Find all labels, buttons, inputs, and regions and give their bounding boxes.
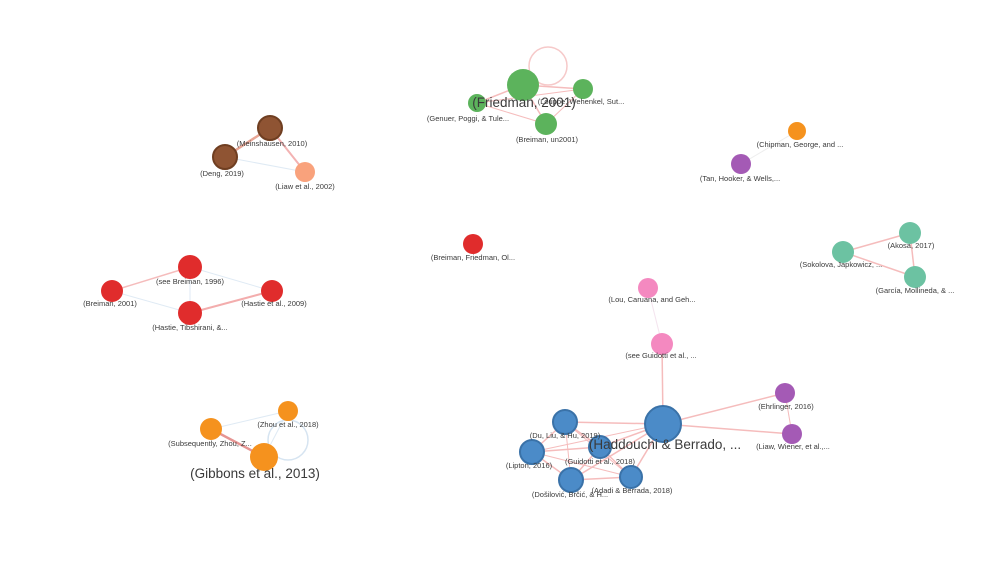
node-label-subsequently: (Subsequently, Zhou, Z... bbox=[168, 439, 252, 448]
node-akosa[interactable] bbox=[899, 222, 921, 244]
node-label-liawwiener: (Liaw, Wiener, et al.,... bbox=[756, 442, 830, 451]
node-label-ehrlinger: (Ehrlinger, 2016) bbox=[758, 402, 814, 411]
node-guidotti18[interactable] bbox=[588, 435, 612, 459]
node-lipton[interactable] bbox=[519, 439, 545, 465]
node-hastie2009[interactable] bbox=[261, 280, 283, 302]
edge-deng-liaw2002 bbox=[224, 156, 306, 173]
node-friedman[interactable] bbox=[507, 69, 539, 101]
node-adadi[interactable] bbox=[619, 465, 643, 489]
edge-breiman2001-seebreiman bbox=[111, 266, 191, 292]
node-label-hastie2009: (Hastie et al., 2009) bbox=[241, 299, 307, 308]
node-sokolova[interactable] bbox=[832, 241, 854, 263]
node-seebreiman[interactable] bbox=[178, 255, 202, 279]
node-breimanfried[interactable] bbox=[463, 234, 483, 254]
node-meinshausen[interactable] bbox=[257, 115, 283, 141]
node-deng[interactable] bbox=[212, 144, 238, 170]
edge-lipton-adadi bbox=[531, 451, 632, 478]
edge-breiman2001-hastietib bbox=[111, 290, 191, 314]
node-seeguidotti[interactable] bbox=[651, 333, 673, 355]
node-label-akosa: (Akosa, 2017) bbox=[888, 241, 935, 250]
node-label-lipton: (Lipton, 2016) bbox=[506, 461, 553, 470]
node-label-breimanun: (Breiman, un2001) bbox=[516, 135, 579, 144]
node-label-adadi: (Adadi & Berrada, 2018) bbox=[592, 486, 673, 495]
node-du[interactable] bbox=[552, 409, 578, 435]
node-label-meinshausen: (Meinshausen, 2010) bbox=[237, 139, 308, 148]
node-label-garcia: (García, Mollineda, & ... bbox=[876, 286, 955, 295]
node-gibbons[interactable] bbox=[250, 443, 278, 471]
node-label-hastietib: (Hastie, Tibshirani, &... bbox=[152, 323, 227, 332]
node-dosilovic[interactable] bbox=[558, 467, 584, 493]
node-label-seebreiman: (see Breiman, 1996) bbox=[156, 277, 224, 286]
node-label-dosilovic: (Došilović, Brčić, & H... bbox=[532, 490, 608, 499]
edge-genuer-breimanun bbox=[476, 102, 547, 125]
node-label-seeguidotti: (see Guidotti et al., ... bbox=[625, 351, 696, 360]
edge-haddouchi-ehrlinger bbox=[662, 392, 786, 425]
node-tan[interactable] bbox=[731, 154, 751, 174]
node-label-gibbons: (Gibbons et al., 2013) bbox=[190, 466, 320, 481]
node-label-guidotti18: (Guidotti et al., 2018) bbox=[565, 457, 636, 466]
edge-sokolova-akosa bbox=[842, 232, 911, 253]
node-label-chipman: (Chipman, George, and ... bbox=[757, 140, 844, 149]
node-zhou[interactable] bbox=[278, 401, 298, 421]
node-garcia[interactable] bbox=[904, 266, 926, 288]
edge-haddouchi-liawwiener bbox=[662, 423, 793, 435]
node-breiman2001[interactable] bbox=[101, 280, 123, 302]
node-chipman[interactable] bbox=[788, 122, 806, 140]
node-lou[interactable] bbox=[638, 278, 658, 298]
node-liaw2002[interactable] bbox=[295, 162, 315, 182]
node-label-lou: (Lou, Caruana, and Geh... bbox=[608, 295, 695, 304]
node-label-zhou: (Zhou et al., 2018) bbox=[257, 420, 319, 429]
node-label-tan: (Tan, Hooker, & Wells,... bbox=[700, 174, 780, 183]
node-label-haddouchi: (Haddouchi & Berrado, ... bbox=[589, 437, 741, 452]
node-louppe[interactable] bbox=[573, 79, 593, 99]
edge-seebreiman-hastie2009 bbox=[189, 266, 273, 292]
node-label-friedman: (Friedman, 2001) bbox=[472, 95, 576, 110]
node-label-du: (Du, Liu, & Hu, 2019) bbox=[530, 431, 601, 440]
edge-sokolova-garcia bbox=[842, 251, 916, 278]
edge-chipman-tan bbox=[740, 130, 798, 165]
edge-hastietib-hastie2009 bbox=[189, 290, 273, 314]
node-breimanun[interactable] bbox=[535, 113, 557, 135]
node-label-sokolova: (Sokolova, Japkowicz, ... bbox=[800, 260, 883, 269]
node-ehrlinger[interactable] bbox=[775, 383, 795, 403]
node-label-deng: (Deng, 2019) bbox=[200, 169, 244, 178]
node-haddouchi[interactable] bbox=[644, 405, 682, 443]
node-label-genuer: (Genuer, Poggi, & Tule... bbox=[427, 114, 509, 123]
node-label-breimanfried: (Breiman, Friedman, Ol... bbox=[431, 253, 515, 262]
node-label-louppe: (Louppe, Wehenkel, Sut... bbox=[538, 97, 625, 106]
node-label-liaw2002: (Liaw et al., 2002) bbox=[275, 182, 335, 191]
node-subsequently[interactable] bbox=[200, 418, 222, 440]
edge-zhou-subsequently bbox=[210, 410, 289, 430]
node-hastietib[interactable] bbox=[178, 301, 202, 325]
node-label-breiman2001: (Breiman, 2001) bbox=[83, 299, 137, 308]
self-loop-friedman bbox=[528, 46, 568, 86]
node-liawwiener[interactable] bbox=[782, 424, 802, 444]
node-genuer[interactable] bbox=[468, 94, 486, 112]
